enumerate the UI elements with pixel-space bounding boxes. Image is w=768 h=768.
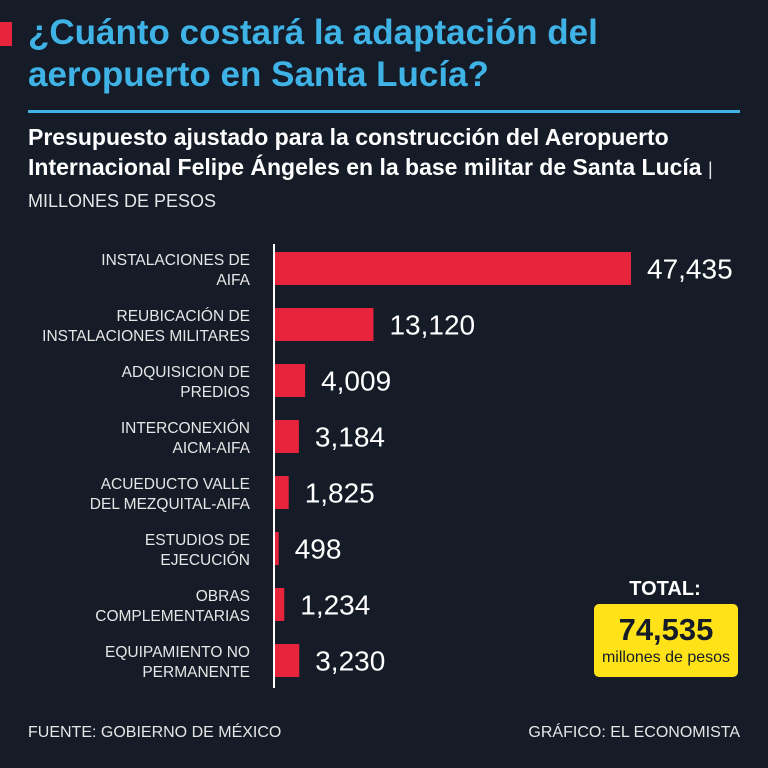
chart-title: ¿Cuánto costará la adaptación del aeropu…: [28, 13, 598, 94]
bar-1: [275, 308, 374, 341]
category-label-1-line-0: REUBICACIÓN DE: [117, 308, 251, 325]
category-label-0-line-1: AIFA: [216, 272, 250, 289]
bar-3: [275, 420, 299, 453]
category-label-1-line-1: INSTALACIONES MILITARES: [42, 328, 250, 345]
title-marker: [0, 22, 12, 46]
category-label-7-line-0: EQUIPAMIENTO NO: [105, 644, 250, 661]
source-note: FUENTE: GOBIERNO DE MÉXICO: [28, 724, 282, 741]
category-label-4-line-1: DEL MEZQUITAL-AIFA: [90, 496, 251, 513]
category-label-7-line-1: PERMANENTE: [142, 664, 250, 681]
category-label-5-line-0: ESTUDIOS DE: [145, 532, 250, 549]
value-label-0: 47,435: [647, 254, 733, 285]
category-label-3-line-0: INTERCONEXIÓN: [121, 420, 250, 437]
category-label-0-line-0: INSTALACIONES DE: [101, 252, 250, 269]
value-label-5: 498: [295, 534, 342, 565]
value-label-2: 4,009: [321, 366, 391, 397]
bar-5: [275, 532, 279, 565]
total-box: 74,535 millones de pesos: [594, 604, 738, 677]
category-label-3-line-1: AICM-AIFA: [172, 440, 250, 457]
category-label-4-line-0: ACUEDUCTO VALLE: [101, 476, 250, 493]
category-label-6-line-0: OBRAS: [196, 588, 250, 605]
category-label-2-line-1: PREDIOS: [180, 384, 250, 401]
value-label-1: 13,120: [389, 310, 475, 341]
value-label-6: 1,234: [300, 590, 370, 621]
bar-6: [275, 588, 285, 621]
bars-group: 47,435 INSTALACIONES DE AIFA 13,120 REUBICAC…: [42, 252, 733, 681]
title-divider: [28, 110, 740, 113]
value-label-3: 3,184: [315, 422, 385, 453]
bar-2: [275, 364, 306, 397]
category-label-5-line-1: EJECUCIÓN: [160, 552, 250, 569]
total-value: 74,535: [618, 612, 714, 647]
bar-0: [275, 252, 631, 285]
value-label-4: 1,825: [305, 478, 375, 509]
subtitle-text: Presupuesto ajustado para la construcció…: [28, 124, 702, 180]
total-unit: millones de pesos: [601, 649, 731, 666]
total-label: TOTAL:: [629, 578, 701, 600]
value-label-7: 3,230: [315, 646, 385, 677]
category-label-6-line-1: COMPLEMENTARIAS: [95, 608, 250, 625]
bar-7: [275, 644, 300, 677]
credit-note: GRÁFICO: EL ECONOMISTA: [528, 724, 740, 741]
bar-4: [275, 476, 289, 509]
chart-subtitle: Presupuesto ajustado para la construcció…: [28, 122, 748, 216]
units-label: | MILLONES DE PESOS: [28, 159, 713, 211]
category-label-2-line-0: ADQUISICION DE: [122, 364, 250, 381]
